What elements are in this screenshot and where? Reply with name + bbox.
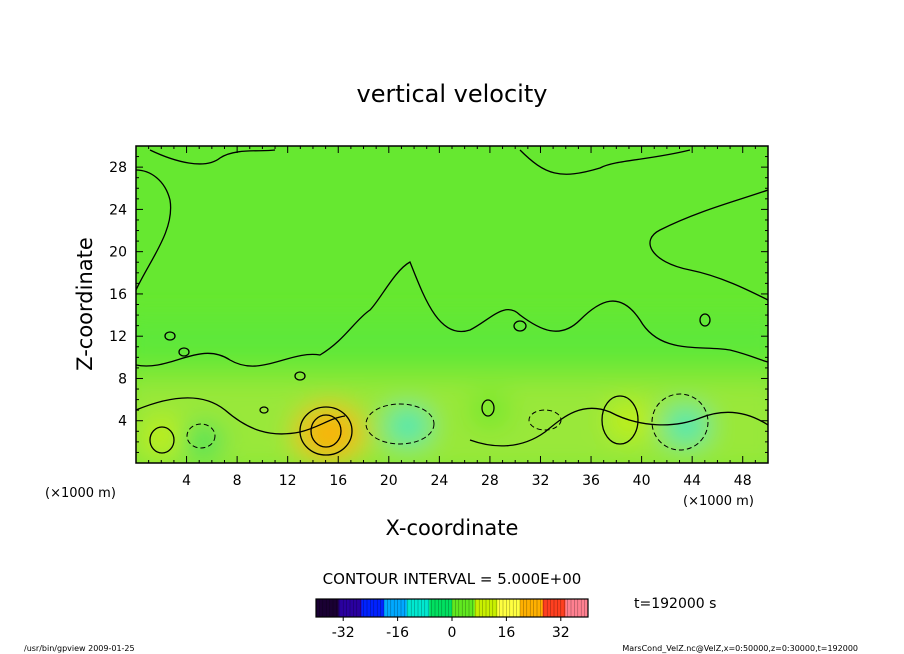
y-tick-label: 24 (109, 202, 127, 218)
field-feature-6 (665, 409, 707, 443)
colorbar-cell (452, 599, 476, 617)
contour-high-3 (601, 395, 639, 445)
field-feature-1 (182, 425, 222, 459)
x-tick-label: 20 (380, 473, 398, 489)
colorbar-tick-label: 32 (552, 625, 570, 641)
contour-top-left (149, 149, 276, 165)
contour-small-5 (513, 320, 527, 332)
colorbar-cell (565, 599, 589, 617)
contour-small-4 (699, 313, 711, 327)
y-tick-label: 8 (118, 371, 127, 387)
contour-high-4 (481, 399, 495, 417)
y-tick-label: 12 (109, 329, 127, 345)
colorbar-cell (338, 599, 362, 617)
field-feature-5 (606, 402, 652, 440)
time-label: t=192000 s (634, 596, 716, 612)
x-tick-label: 40 (633, 473, 651, 489)
field-shading (136, 320, 768, 463)
colorbar-tick-label: -32 (332, 625, 355, 641)
colorbar-tick-labels: -32 -16 0 16 32 (332, 625, 570, 641)
colorbar-cell (474, 599, 498, 617)
contour-high-2b (310, 414, 342, 448)
colorbar: -32 -16 0 16 32 (315, 598, 589, 641)
y-axis-label: Z-coordinate (73, 237, 97, 371)
colorbar-cell (429, 599, 453, 617)
x-unit-label: (×1000 m) (683, 494, 754, 509)
colorbar-cell (520, 599, 544, 617)
contour-low-1 (186, 423, 216, 449)
x-tick-labels: 4 8 12 16 20 24 28 32 36 40 44 48 (182, 473, 752, 489)
x-tick-label: 32 (532, 473, 550, 489)
field-feature-0 (142, 418, 186, 455)
plot-area (136, 146, 768, 463)
contour-bottom-left (136, 397, 346, 435)
x-tick-label: 12 (279, 473, 297, 489)
y-unit-label: (×1000 m) (45, 486, 116, 501)
x-tick-marks (148, 146, 756, 463)
colorbar-tick-label: 0 (448, 625, 457, 641)
negative-contour-lines (186, 393, 709, 451)
colorbar-cell (406, 599, 430, 617)
colorbar-cells (316, 599, 589, 617)
band-upper (136, 320, 768, 360)
chart-title: vertical velocity (357, 80, 548, 108)
contour-interval-label: CONTOUR INTERVAL = 5.000E+00 (323, 570, 582, 588)
field-feature-2 (295, 406, 364, 461)
colorbar-tick-label: 16 (497, 625, 515, 641)
colorbar-cell (497, 599, 521, 617)
colorbar-cell (384, 599, 408, 617)
y-tick-label: 28 (109, 160, 127, 176)
contour-right-tongue (649, 189, 768, 301)
footer-left: /usr/bin/gpview 2009-01-25 (24, 644, 135, 653)
y-tick-label: 20 (109, 245, 127, 261)
x-tick-label: 16 (329, 473, 347, 489)
field-features (142, 395, 707, 461)
contour-upper-boundary (136, 261, 768, 367)
x-tick-label: 28 (481, 473, 499, 489)
contour-bottom-right (469, 407, 768, 447)
y-tick-marks (136, 156, 768, 453)
y-tick-label: 16 (109, 287, 127, 303)
field-feature-3 (387, 409, 429, 443)
y-tick-labels: 4 8 12 16 20 24 28 (109, 160, 127, 430)
x-tick-label: 48 (734, 473, 752, 489)
colorbar-tick-marks (342, 617, 562, 621)
contour-small-6 (294, 371, 306, 381)
contour-low-4 (528, 409, 562, 431)
colorbar-cell (542, 599, 566, 617)
contour-low-2 (365, 403, 435, 445)
band-lower (136, 375, 768, 463)
colorbar-stripes (319, 599, 585, 617)
colorbar-tick-label: -16 (386, 625, 409, 641)
x-tick-label: 8 (233, 473, 242, 489)
colorbar-cell (361, 599, 385, 617)
contour-small-1 (164, 331, 176, 341)
contour-small-2 (178, 347, 190, 357)
y-tick-label: 4 (118, 414, 127, 430)
x-tick-label: 36 (582, 473, 600, 489)
contour-small-3 (259, 406, 269, 414)
contour-high-1 (149, 426, 175, 454)
x-tick-label: 24 (430, 473, 448, 489)
contour-top-right (519, 149, 691, 175)
contour-high-2a (299, 406, 353, 456)
x-axis-label: X-coordinate (386, 516, 519, 540)
x-tick-label: 44 (683, 473, 701, 489)
contour-left-tongue (136, 169, 172, 291)
colorbar-cell (316, 599, 340, 617)
contour-low-3 (651, 393, 709, 451)
footer-right: MarsCond_VelZ.nc@VelZ,x=0:50000,z=0:3000… (622, 644, 858, 653)
field-feature-4 (472, 395, 508, 425)
contour-lines (136, 149, 768, 456)
x-tick-label: 4 (182, 473, 191, 489)
